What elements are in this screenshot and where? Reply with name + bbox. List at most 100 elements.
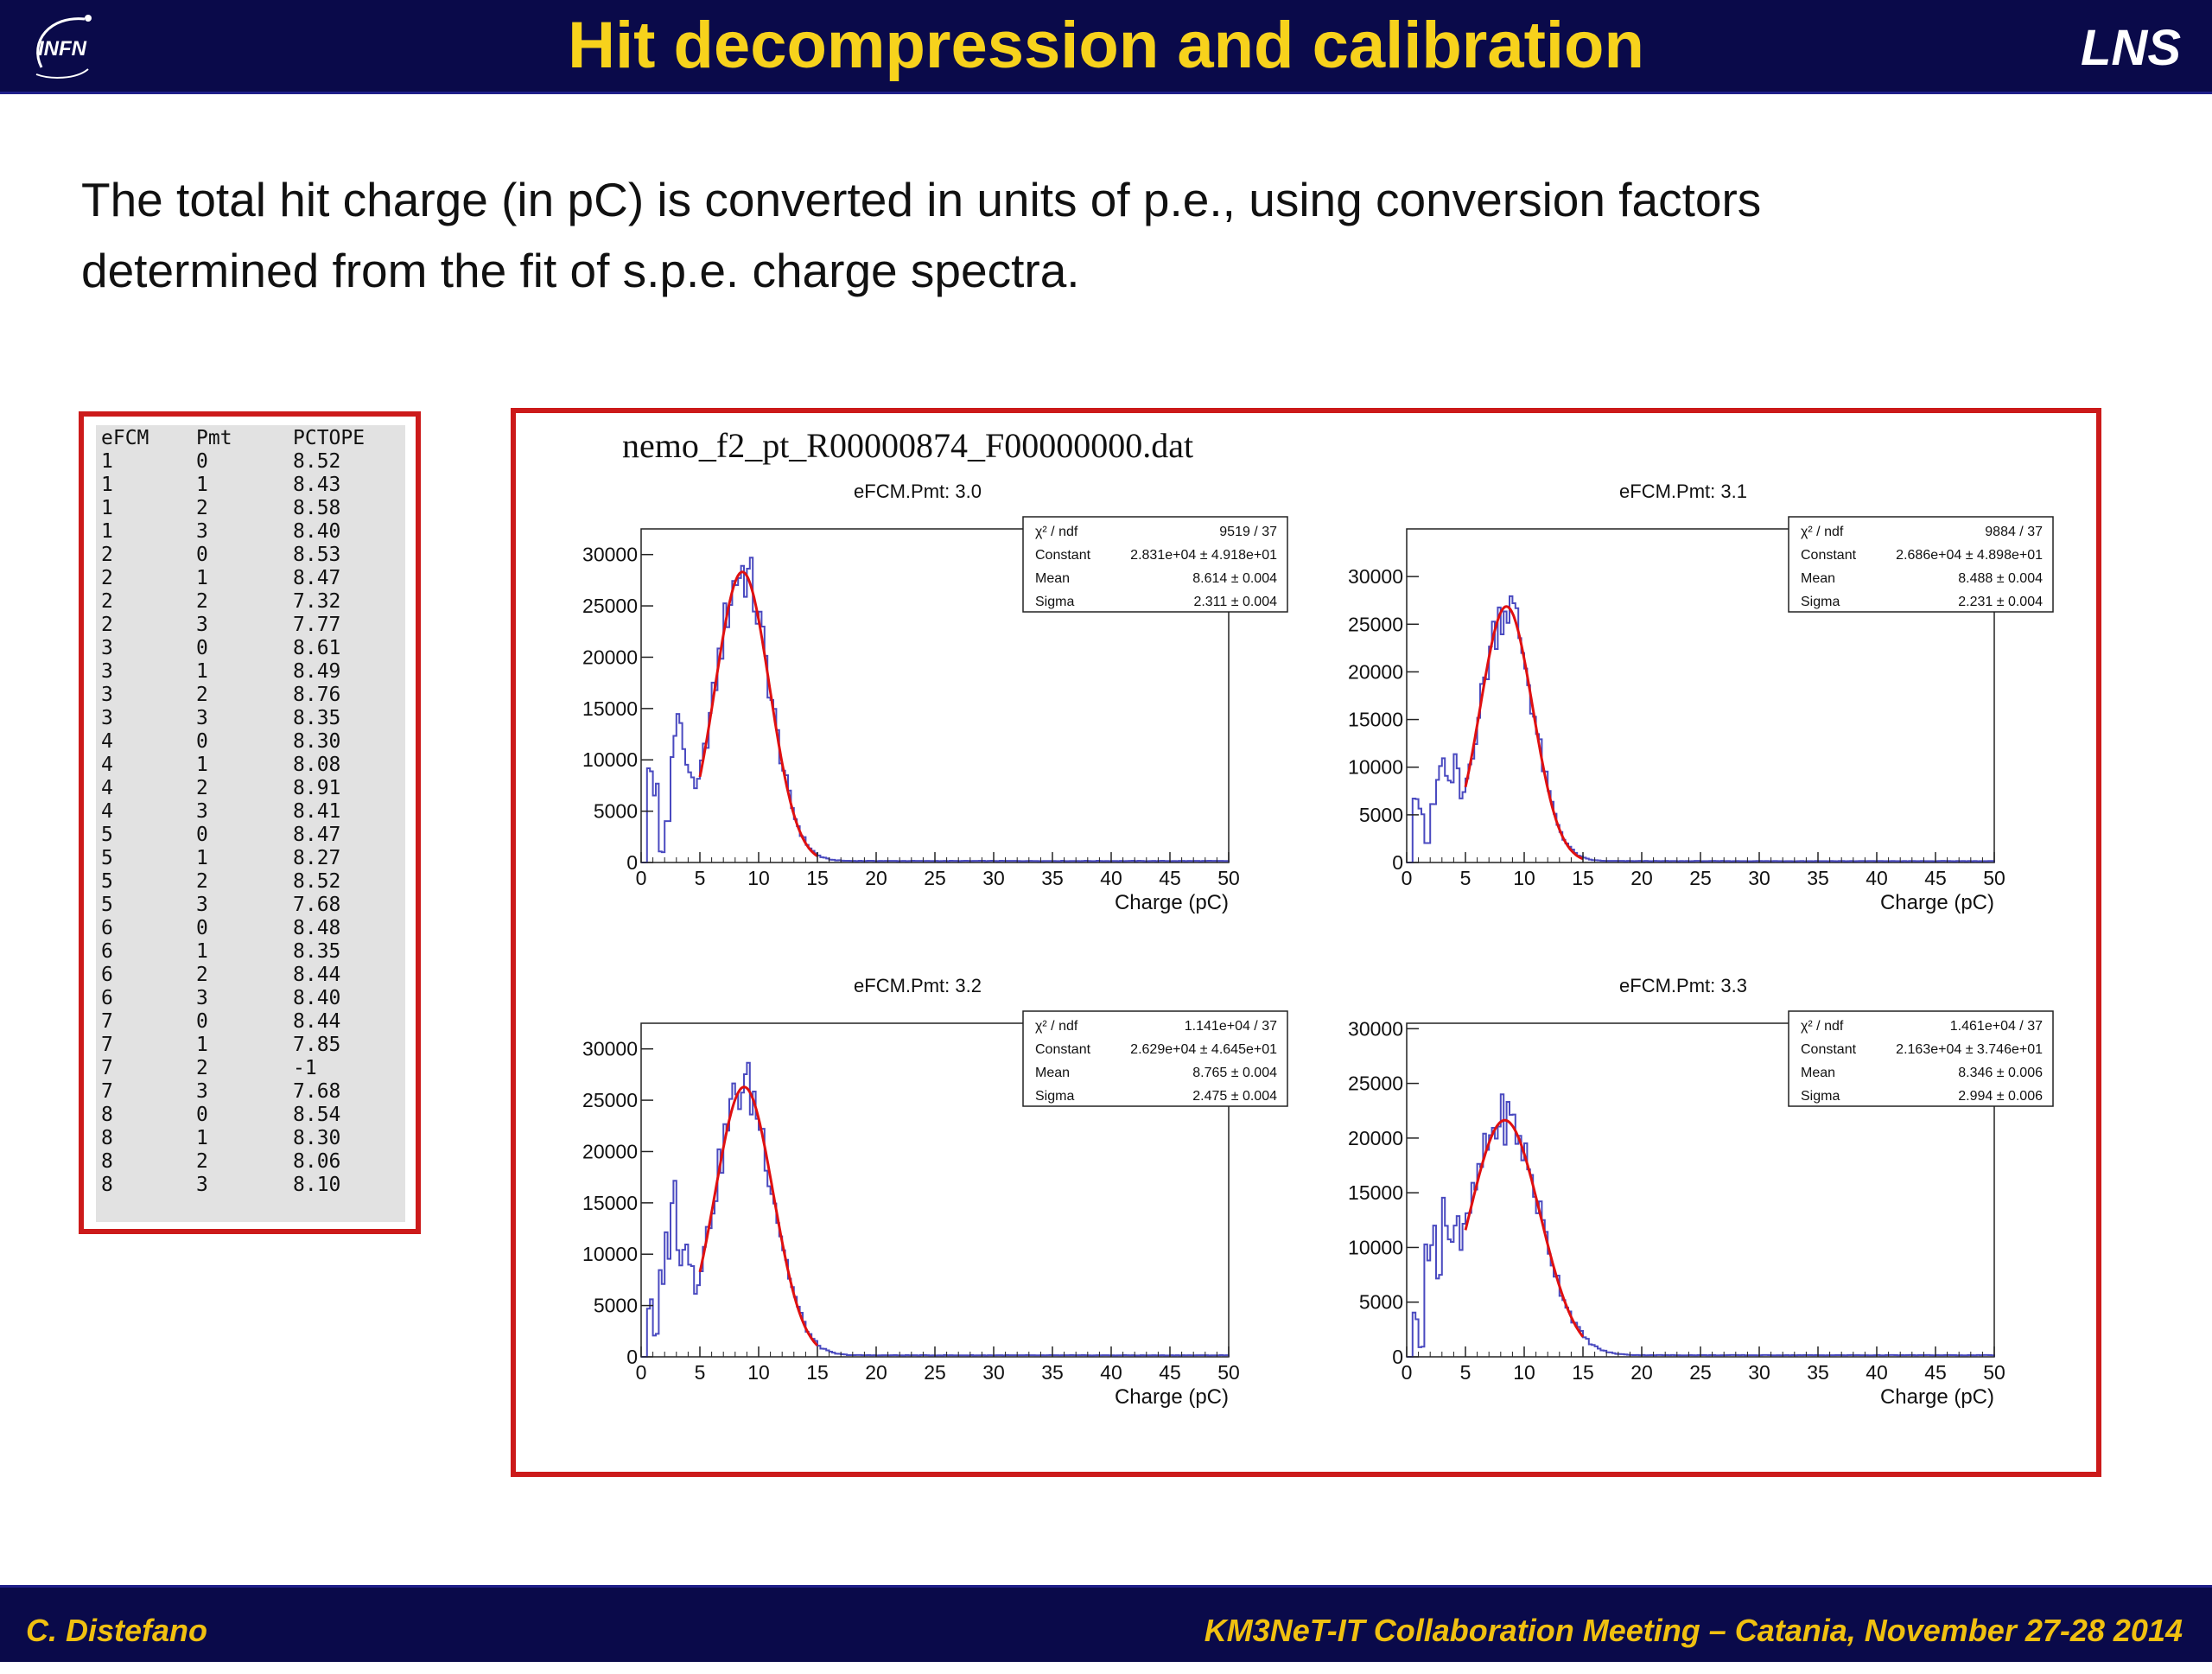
efcm-cell: 7	[101, 1010, 113, 1033]
x-tick-label: 50	[1983, 867, 2005, 889]
x-tick-label: 15	[806, 867, 829, 889]
table-row: 2 1 8.47	[96, 567, 405, 590]
stats-label: χ² / ndf	[1801, 1019, 1844, 1034]
efcm-cell: 5	[101, 847, 113, 869]
efcm-cell: 4	[101, 754, 113, 776]
author-name: C. Distefano	[26, 1613, 208, 1648]
y-tick-label: 15000	[582, 1192, 638, 1214]
stats-label: Mean	[1035, 571, 1070, 586]
slide-footer: C. Distefano KM3NeT-IT Collaboration Mee…	[0, 1585, 2212, 1662]
infn-logo-icon: INFN	[35, 15, 92, 79]
stats-value: 1.461e+04 / 37	[1950, 1019, 2043, 1034]
pmt-cell: 0	[196, 1104, 208, 1126]
pmt-cell: 0	[196, 824, 208, 846]
pctope-cell: 8.10	[293, 1174, 341, 1196]
pmt-cell: 3	[196, 894, 208, 916]
x-tick-label: 5	[695, 1361, 706, 1384]
efcm-cell: 2	[101, 544, 113, 566]
x-tick-label: 45	[1159, 1361, 1181, 1384]
stats-label: Mean	[1035, 1066, 1070, 1080]
y-tick-label: 5000	[1359, 1291, 1403, 1314]
pmt-cell: 0	[196, 1010, 208, 1033]
table-row: 5 0 8.47	[96, 824, 405, 847]
y-tick-label: 10000	[1348, 756, 1403, 779]
efcm-cell: 2	[101, 567, 113, 589]
stats-value: 8.765 ± 0.004	[1192, 1066, 1277, 1080]
table-row: 3 1 8.49	[96, 660, 405, 684]
pmt-cell: 3	[196, 707, 208, 729]
pmt-cell: 2	[196, 870, 208, 893]
stats-box	[1022, 516, 1288, 613]
stats-label: Sigma	[1035, 1089, 1074, 1104]
stats-box	[1788, 516, 2054, 613]
y-tick-label: 20000	[1348, 1127, 1403, 1149]
y-tick-label: 25000	[582, 1089, 638, 1111]
stats-value: 2.831e+04 ± 4.918e+01	[1130, 548, 1277, 563]
efcm-cell: 2	[101, 614, 113, 636]
table-row: 7 0 8.44	[96, 1010, 405, 1034]
x-tick-label: 20	[1630, 867, 1653, 889]
plot-title: eFCM.Pmt: 3.1	[1619, 481, 1747, 502]
pmt-cell: 1	[196, 474, 208, 496]
stats-label: Mean	[1801, 571, 1835, 586]
pmt-cell: 2	[196, 590, 208, 613]
plot-title: eFCM.Pmt: 3.0	[854, 481, 982, 502]
pctope-cell: 8.06	[293, 1150, 341, 1173]
fit-curve	[1464, 1118, 1585, 1338]
efcm-cell: 3	[101, 684, 113, 706]
x-tick-label: 45	[1924, 1361, 1947, 1384]
pctope-cell: 8.53	[293, 544, 341, 566]
efcm-cell: 6	[101, 964, 113, 986]
efcm-cell: 3	[101, 707, 113, 729]
stats-value: 9519 / 37	[1219, 525, 1277, 539]
histogram-series	[641, 557, 1230, 863]
stats-label: Constant	[1801, 548, 1857, 563]
efcm-cell: 6	[101, 940, 113, 963]
table-row: 6 2 8.44	[96, 964, 405, 987]
efcm-cell: 5	[101, 894, 113, 916]
table-row: 1 3 8.40	[96, 520, 405, 544]
table-row: 4 0 8.30	[96, 730, 405, 754]
efcm-cell: 5	[101, 824, 113, 846]
x-tick-label: 15	[1572, 867, 1594, 889]
histogram-pmt-3-3: eFCM.Pmt: 3.3 0 5 10 15 20 25 30 35 40 45 50 0 5000 10…	[1348, 975, 2054, 1409]
histogram-pmt-3-2: eFCM.Pmt: 3.2 0 5 10 15 20 25 30 35 40 45 50 0 5000 10…	[582, 975, 1288, 1409]
x-tick-label: 25	[924, 1361, 946, 1384]
stats-value: 1.141e+04 / 37	[1185, 1019, 1277, 1034]
table-row: 5 2 8.52	[96, 870, 405, 894]
table-row: 2 3 7.77	[96, 614, 405, 637]
efcm-cell: 1	[101, 497, 113, 519]
table-row: 7 1 7.85	[96, 1034, 405, 1057]
stats-label: Sigma	[1801, 595, 1840, 609]
pmt-cell: 2	[196, 1150, 208, 1173]
stats-value: 2.311 ± 0.004	[1193, 595, 1277, 609]
y-tick-label: 30000	[1348, 565, 1403, 588]
stats-value: 2.686e+04 ± 4.898e+01	[1896, 548, 2043, 563]
table-row: 5 1 8.27	[96, 847, 405, 870]
pmt-cell: 2	[196, 777, 208, 799]
pmt-cell: 3	[196, 987, 208, 1009]
y-tick-label: 0	[1392, 1346, 1403, 1368]
x-tick-label: 15	[806, 1361, 829, 1384]
table-row: 3 3 8.35	[96, 707, 405, 730]
stats-label: Sigma	[1801, 1089, 1840, 1104]
x-axis-label: Charge (pC)	[1880, 1385, 1994, 1409]
pctope-cell: 8.41	[293, 800, 341, 823]
stats-value: 2.163e+04 ± 3.746e+01	[1896, 1042, 2043, 1057]
stats-label: Constant	[1801, 1042, 1857, 1057]
table-row: 7 3 7.68	[96, 1080, 405, 1104]
y-tick-label: 10000	[582, 1243, 638, 1265]
pmt-cell: 3	[196, 520, 208, 543]
stats-label: Constant	[1035, 1042, 1091, 1057]
table-row: 2 0 8.53	[96, 544, 405, 567]
x-tick-label: 35	[1041, 867, 1064, 889]
x-tick-label: 40	[1866, 867, 1888, 889]
stats-label: χ² / ndf	[1035, 1019, 1078, 1034]
table-row: 8 2 8.06	[96, 1150, 405, 1174]
y-tick-label: 30000	[582, 1038, 638, 1060]
y-tick-label: 25000	[1348, 613, 1403, 635]
x-tick-label: 25	[1689, 867, 1712, 889]
stats-box	[1788, 1010, 2054, 1107]
pmt-cell: 3	[196, 614, 208, 636]
pmt-cell: 0	[196, 917, 208, 939]
